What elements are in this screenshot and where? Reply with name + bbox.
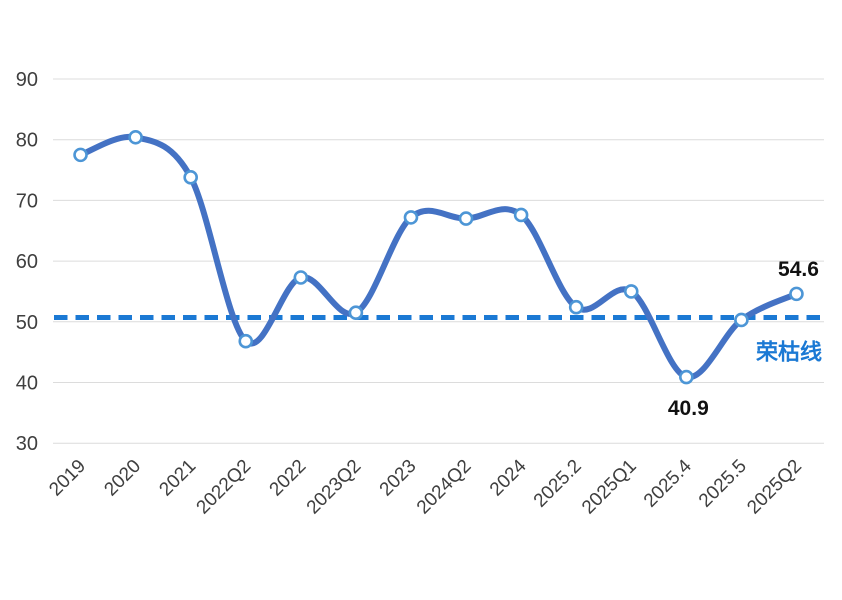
y-axis-tick-label: 40 [16, 373, 38, 395]
data-point-marker-2025Q1 [623, 284, 639, 299]
y-axis-tick-label: 60 [16, 251, 38, 273]
y-axis-tick-label: 70 [16, 190, 38, 212]
x-axis-tick-label: 2025Q2 [743, 456, 806, 519]
x-axis-tick-label: 2025Q1 [578, 456, 641, 519]
y-axis-tick-label: 50 [16, 312, 38, 334]
y-axis-tick-label: 80 [16, 130, 38, 152]
threshold-label: 荣枯线 [755, 340, 822, 365]
data-point-marker-2025.4 [679, 369, 694, 385]
x-axis-tick-label: 2019 [45, 456, 90, 501]
data-point-marker-2022 [293, 270, 309, 285]
x-axis-tick-label: 2024Q2 [413, 456, 476, 519]
data-point-marker-2019 [73, 147, 88, 163]
y-axis-tick-label: 30 [16, 433, 38, 455]
data-point-marker-2025Q2 [789, 286, 804, 302]
y-axis-tick-label: 90 [16, 69, 38, 91]
data-point-marker-2024Q2 [458, 211, 474, 226]
x-axis-tick-label: 2022Q2 [193, 456, 256, 519]
data-point-marker-2022Q2 [238, 333, 254, 349]
data-point-marker-2021 [183, 170, 198, 185]
data-point-marker-2024 [513, 207, 529, 223]
x-axis-tick-label: 2022 [266, 456, 311, 501]
data-label-2025.4: 40.9 [668, 397, 709, 420]
x-axis-tick-label: 2023 [376, 456, 421, 501]
x-axis-tick-label: 2023Q2 [303, 456, 366, 519]
x-axis-tick-label: 2025.4 [640, 455, 696, 511]
data-point-marker-2025.2 [568, 299, 584, 315]
data-point-marker-2025.5 [734, 312, 749, 328]
series-line [77, 133, 800, 381]
x-axis-tick-label: 2024 [486, 455, 531, 500]
data-point-marker-2023Q2 [348, 305, 364, 320]
x-axis-tick-label: 2020 [100, 456, 145, 501]
data-point-marker-2020 [128, 129, 143, 145]
data-point-marker-2023 [403, 210, 419, 225]
data-label-2025Q2: 54.6 [778, 258, 819, 281]
x-axis-tick-label: 2021 [155, 456, 200, 501]
